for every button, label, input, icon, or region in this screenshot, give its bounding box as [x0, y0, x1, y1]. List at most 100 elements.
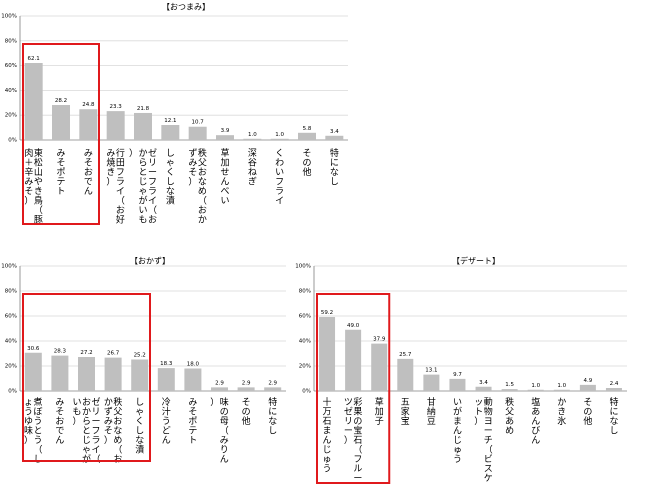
bar [501, 389, 518, 391]
category-label: 彩果の宝石（フルーツゼリー） [344, 397, 363, 484]
category-label: 草加せんべい [220, 147, 229, 207]
category-label: その他 [242, 397, 251, 427]
highlight-box [316, 293, 391, 484]
highlight-box [22, 43, 100, 225]
data-label: 18.0 [187, 362, 200, 368]
bar [188, 126, 207, 140]
data-label: 37.9 [373, 337, 386, 343]
y-tick-label: 20% [299, 364, 311, 370]
y-tick-label: 20% [5, 113, 17, 119]
data-label: 25.2 [134, 353, 146, 359]
category-label: いがまんじゅう [453, 398, 462, 465]
bar [345, 329, 362, 391]
y-tick-label: 80% [5, 289, 17, 295]
bar [605, 388, 622, 391]
data-label: 27.2 [80, 350, 92, 356]
chart-title: 【おつまみ】 [162, 3, 210, 12]
data-label: 2.9 [215, 380, 224, 386]
data-label: 5.8 [303, 126, 312, 132]
chart-1: 【おつまみ】 0% 20% 40% 60% 80% 100% 62.1 東松山やき鳥（豚肉＋辛み… [1, 3, 348, 226]
bar [449, 378, 466, 391]
category-label: みそおでん [84, 148, 93, 197]
y-tick-label: 60% [299, 314, 311, 320]
category-label: 特になし [330, 147, 339, 188]
y-tick-label: 20% [5, 364, 17, 370]
bar [216, 135, 234, 140]
category-label: 行田フライ（お好み焼き） [106, 147, 125, 226]
bar [157, 368, 175, 391]
bar [134, 112, 152, 140]
data-label: 26.7 [107, 351, 120, 357]
bar [579, 384, 596, 391]
bar [270, 138, 289, 140]
category-label: 塩あんびん [531, 396, 540, 446]
category-label: 特になし [609, 396, 618, 437]
bar [131, 359, 149, 391]
data-label: 1.5 [505, 382, 514, 388]
y-tick-label: 40% [5, 339, 17, 345]
data-label: 24.8 [82, 102, 95, 108]
category-label: くわいフライ [275, 149, 284, 207]
bar [319, 317, 336, 391]
category-label: 秩父あめ [505, 397, 514, 437]
category-label: 五家宝 [401, 398, 410, 427]
data-label: 3.4 [479, 380, 488, 386]
y-tick-label: 60% [5, 314, 17, 320]
data-label: 28.2 [55, 98, 67, 104]
category-label: みそポテト [188, 397, 197, 446]
category-label: ゼリーフライ（おからとじゃがいも） [72, 396, 100, 465]
chart-2: 【おかず】 0% 20% 40% 60% 80% 100% 30.6 煮ぼうとう（しょうゆ味） 2… [1, 256, 286, 465]
category-label: 東松山やき鳥（豚肉＋辛みそ） [24, 147, 43, 226]
y-tick-label: 40% [5, 88, 17, 94]
bar [52, 105, 70, 140]
y-tick-label: 0% [8, 138, 17, 144]
bar [264, 387, 282, 391]
data-label: 10.7 [192, 120, 205, 126]
data-label: 1.0 [275, 132, 284, 138]
data-label: 28.3 [54, 349, 67, 355]
data-label: 2.4 [610, 381, 619, 387]
bar [243, 138, 262, 140]
data-label: 12.1 [164, 118, 176, 124]
data-label: 49.0 [347, 323, 360, 329]
y-tick-label: 40% [299, 339, 311, 345]
data-label: 25.7 [399, 352, 412, 358]
category-label: ゼリーフライ（おからとじゃがいも） [129, 147, 157, 226]
bar [79, 109, 98, 140]
category-label: しゃくしな漬 [135, 397, 144, 456]
category-label: みそポテト [56, 148, 65, 197]
bar [24, 352, 42, 391]
bar [184, 368, 202, 391]
data-label: 21.8 [137, 106, 150, 112]
bar [553, 389, 570, 391]
y-tick-label: 100% [295, 264, 311, 270]
y-tick-label: 0% [8, 389, 17, 395]
data-label: 2.9 [242, 380, 251, 386]
data-label: 9.7 [453, 372, 462, 378]
data-label: 1.0 [531, 383, 540, 389]
data-label: 59.2 [321, 310, 333, 316]
category-label: 草加子 [375, 396, 384, 427]
bar [423, 374, 440, 391]
category-label: その他 [302, 148, 311, 178]
category-label: 味の母（みりん） [210, 396, 229, 465]
chart-title: 【おかず】 [130, 256, 170, 266]
category-label: 冷汁うどん [162, 396, 171, 446]
bar [106, 111, 125, 140]
category-label: 煮ぼうとう（しょうゆ味） [24, 397, 43, 465]
category-label: しゃくしな漬 [166, 148, 175, 207]
bar [371, 343, 388, 391]
y-tick-label: 60% [5, 63, 17, 69]
bar [325, 135, 344, 140]
data-label: 13.1 [425, 368, 437, 374]
y-tick-label: 80% [299, 289, 311, 295]
category-label: 秩父おなめ（おかずみそ） [104, 397, 123, 465]
bar [298, 132, 316, 140]
bar [397, 358, 414, 391]
category-label: みそおでん [55, 397, 64, 446]
data-label: 30.6 [27, 346, 40, 352]
data-label: 3.4 [330, 129, 339, 135]
data-label: 1.0 [557, 383, 566, 389]
data-label: 23.3 [110, 104, 123, 110]
